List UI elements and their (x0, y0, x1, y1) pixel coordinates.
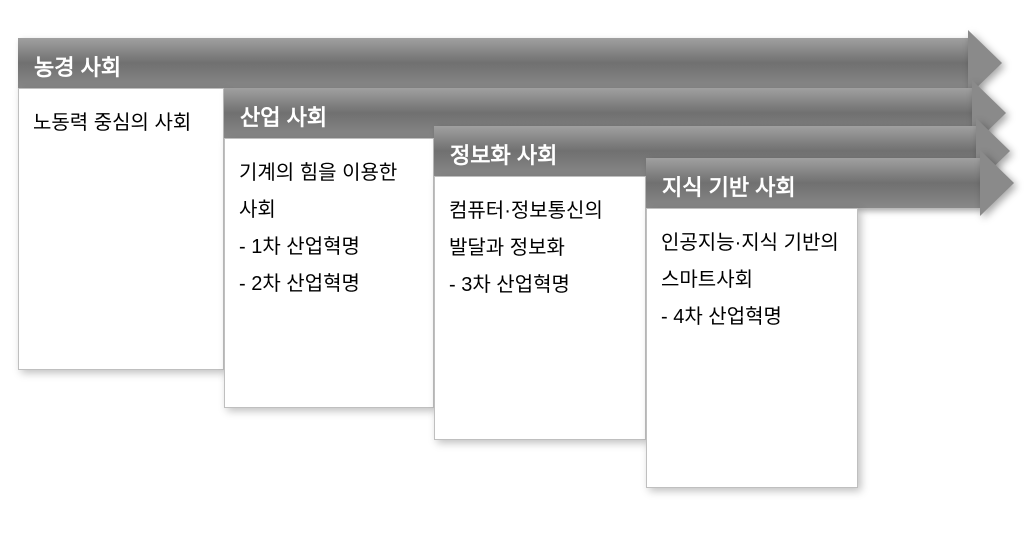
arrow-label-knowledge: 지식 기반 사회 (646, 158, 980, 214)
content-box-agrarian: 노동력 중심의 사회 (18, 88, 224, 370)
arrow-agrarian: 농경 사회 (18, 38, 968, 88)
content-line: 노동력 중심의 사회 (33, 105, 209, 142)
content-line: 인공지능·지식 기반의 스마트사회 (661, 225, 843, 299)
society-evolution-diagram: 농경 사회 노동력 중심의 사회 산업 사회 기계의 힘을 이용한 사회 - 1… (0, 0, 1024, 548)
content-line: - 3차 산업혁명 (449, 267, 631, 304)
content-line: 컴퓨터·정보통신의 발달과 정보화 (449, 193, 631, 267)
content-line: - 1차 산업혁명 (239, 229, 419, 266)
content-line: - 4차 산업혁명 (661, 299, 843, 336)
content-line: 기계의 힘을 이용한 사회 (239, 155, 419, 229)
arrow-knowledge: 지식 기반 사회 (646, 158, 980, 208)
content-box-industrial: 기계의 힘을 이용한 사회 - 1차 산업혁명 - 2차 산업혁명 (224, 138, 434, 408)
content-box-information: 컴퓨터·정보통신의 발달과 정보화 - 3차 산업혁명 (434, 176, 646, 440)
content-box-knowledge: 인공지능·지식 기반의 스마트사회 - 4차 산업혁명 (646, 208, 858, 488)
content-line: - 2차 산업혁명 (239, 266, 419, 303)
arrow-label-agrarian: 농경 사회 (18, 38, 968, 94)
